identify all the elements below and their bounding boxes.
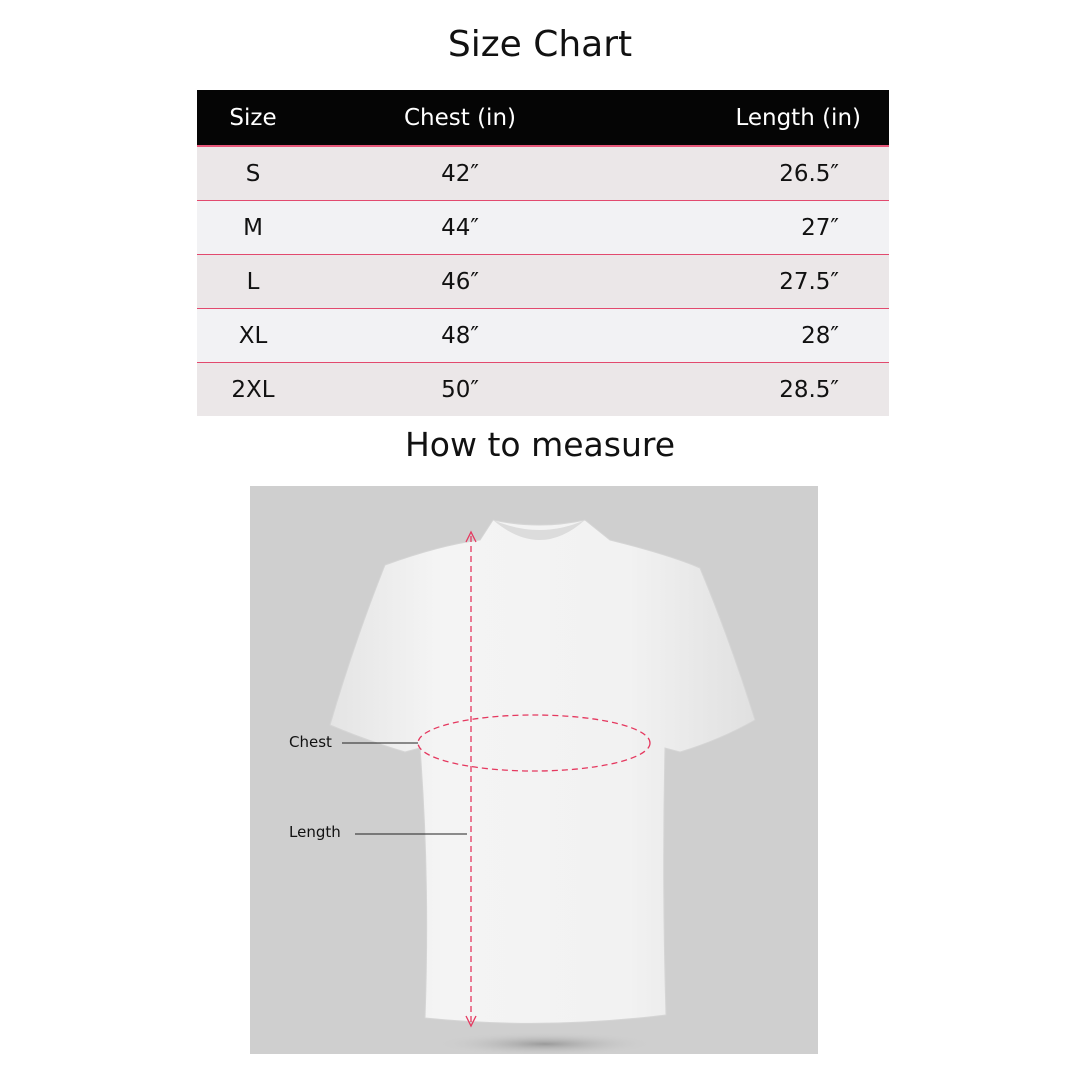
table-row: 2XL 50″ 28.5″ [197, 362, 889, 416]
shadow [435, 1032, 655, 1054]
header-chest: Chest (in) [309, 90, 611, 147]
length-cell: 27″ [611, 200, 889, 255]
header-length: Length (in) [611, 90, 889, 147]
tshirt-illustration: Chest Length [250, 486, 818, 1054]
size-cell: S [197, 146, 309, 201]
table-row: XL 48″ 28″ [197, 308, 889, 363]
size-cell: M [197, 200, 309, 255]
chest-cell: 44″ [309, 200, 611, 255]
page-title: Size Chart [447, 24, 633, 65]
chest-cell: 42″ [309, 146, 611, 201]
tshirt-body [329, 519, 756, 1024]
length-cell: 28.5″ [611, 362, 889, 416]
length-cell: 26.5″ [611, 146, 889, 201]
size-cell: 2XL [197, 362, 309, 416]
length-label: Length [289, 823, 341, 841]
size-cell: XL [197, 308, 309, 363]
length-cell: 28″ [611, 308, 889, 363]
table-header: Size Chest (in) Length (in) [197, 90, 889, 147]
header-size: Size [197, 90, 309, 147]
chest-cell: 46″ [309, 254, 611, 309]
measure-title: How to measure [404, 425, 676, 464]
collar [493, 520, 585, 540]
chest-cell: 50″ [309, 362, 611, 416]
arrow-icon [465, 530, 477, 1028]
tshirt-image [329, 519, 756, 1054]
size-table: Size Chest (in) Length (in) S 42″ 26.5″ M 44… [197, 90, 889, 416]
table-row: S 42″ 26.5″ [197, 146, 889, 201]
table-row: L 46″ 27.5″ [197, 254, 889, 309]
chest-measure-line [417, 714, 651, 772]
length-cell: 27.5″ [611, 254, 889, 309]
chest-label: Chest [289, 733, 332, 751]
table-row: M 44″ 27″ [197, 200, 889, 255]
chest-cell: 48″ [309, 308, 611, 363]
size-cell: L [197, 254, 309, 309]
